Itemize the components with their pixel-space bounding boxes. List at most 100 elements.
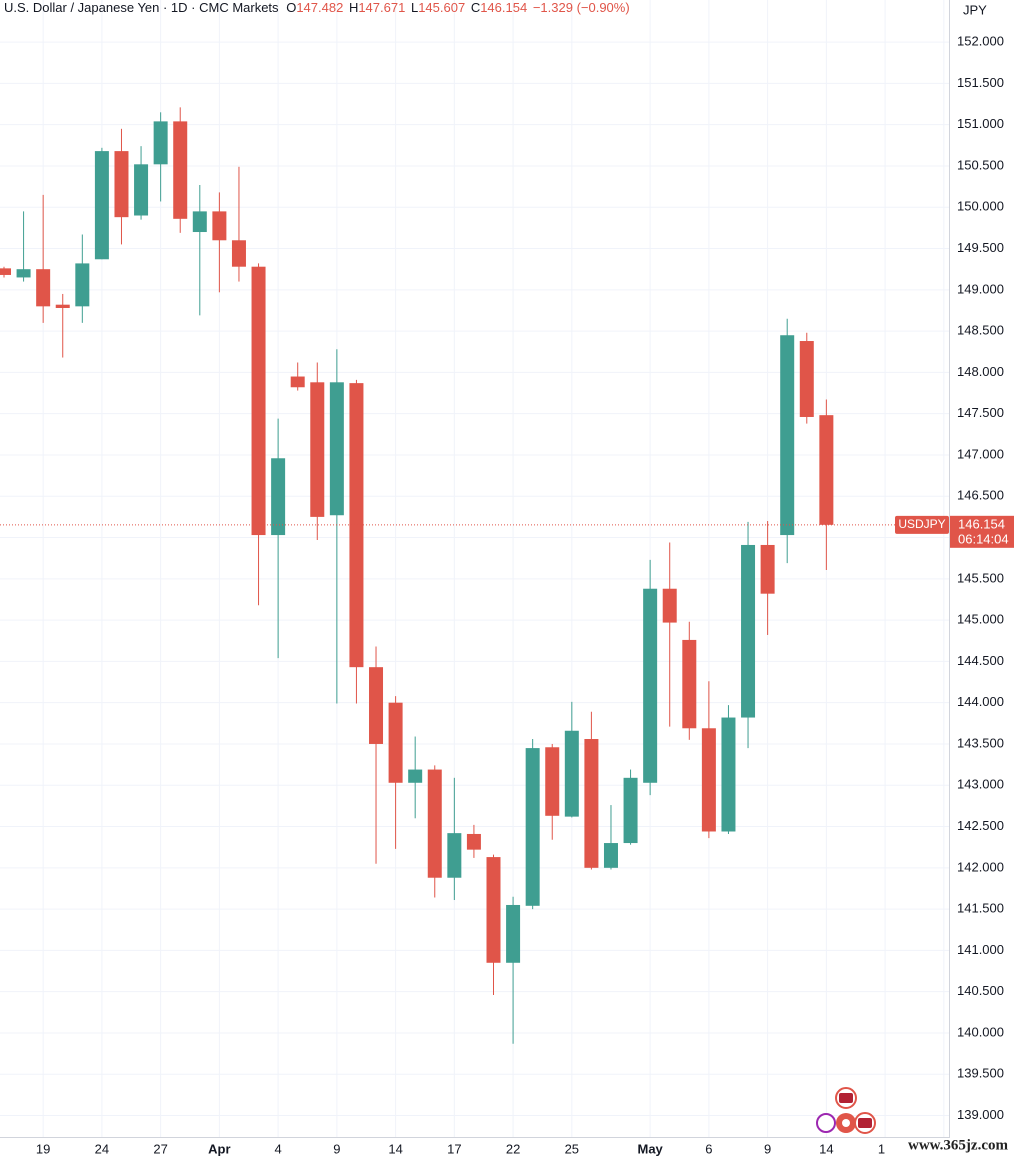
candle-body	[780, 335, 795, 536]
candle-body	[114, 151, 129, 218]
y-tick-label: 140.500	[957, 983, 1004, 998]
candle-body	[584, 739, 599, 868]
currency-box	[950, 0, 1014, 22]
y-tick-label: 139.500	[957, 1066, 1004, 1081]
axes: 139.000 139.500 140.000 140.500 141.000 141.5…	[36, 34, 1004, 1157]
y-tick-label: 150.500	[957, 157, 1004, 172]
candle-body	[819, 415, 834, 525]
candle-body	[623, 777, 638, 844]
x-tick-label: 9	[764, 1141, 771, 1156]
x-tick-label: 22	[506, 1141, 520, 1156]
candle-body	[408, 769, 423, 783]
candle-body	[349, 383, 364, 668]
symbol-label: USDJPY	[898, 517, 945, 531]
y-tick-label: 145.000	[957, 612, 1004, 627]
header-key: O	[286, 0, 296, 15]
y-tick-label: 139.000	[957, 1107, 1004, 1122]
watermark-bg	[885, 1138, 1014, 1160]
y-tick-label: 151.000	[957, 116, 1004, 131]
symbol-tag	[895, 515, 949, 534]
y-tick-label: 148.000	[957, 364, 1004, 379]
x-tick-label: 6	[705, 1141, 712, 1156]
y-tick-label: 143.500	[957, 735, 1004, 750]
event-icon	[816, 1113, 836, 1133]
header-key: H	[349, 0, 358, 15]
candle-body	[545, 747, 560, 816]
x-tick-label: 24	[95, 1141, 109, 1156]
x-tick-label: 27	[153, 1141, 167, 1156]
y-tick-label: 143.000	[957, 777, 1004, 792]
y-tick-label: 147.500	[957, 405, 1004, 420]
y-tick-label: 145.500	[957, 570, 1004, 585]
y-tick-label: 140.000	[957, 1024, 1004, 1039]
x-tick-label: 25	[565, 1141, 579, 1156]
currency: JPY	[963, 2, 987, 17]
candle-body	[251, 266, 266, 536]
candle-body	[36, 269, 51, 307]
candle-body	[173, 121, 188, 219]
x-tick-label: Apr	[208, 1141, 230, 1156]
watermark: www.365jz.com	[908, 1137, 1008, 1153]
x-tick-label: 9	[333, 1141, 340, 1156]
candle-body	[799, 341, 814, 417]
header-value: 147.482	[296, 0, 343, 15]
candle-body	[603, 843, 618, 868]
header-value: 146.154	[480, 0, 527, 15]
y-tick-label: 149.000	[957, 281, 1004, 296]
price-label: 146.154	[958, 516, 1005, 531]
candle-body	[760, 544, 775, 594]
candle-body	[75, 263, 90, 307]
flag	[839, 1093, 853, 1103]
candle-body	[662, 588, 677, 623]
price-tag	[950, 515, 1014, 548]
candles	[0, 107, 949, 1044]
candle-body	[310, 382, 325, 517]
flag	[858, 1118, 872, 1128]
candle-body	[682, 639, 697, 729]
candle-body	[525, 748, 540, 906]
candle-body	[486, 857, 501, 963]
y-tick-label: 144.500	[957, 653, 1004, 668]
candle-body	[0, 268, 11, 275]
candle-body	[369, 667, 384, 744]
candle-body	[388, 702, 403, 783]
event-icon	[842, 1119, 850, 1127]
x-tick-label: 4	[275, 1141, 282, 1156]
candle-body	[643, 588, 658, 783]
header-value: 145.607	[418, 0, 465, 15]
x-tick-label: 17	[447, 1141, 461, 1156]
candle-body	[564, 730, 579, 817]
y-tick-label: 147.000	[957, 446, 1004, 461]
candle-body	[506, 904, 521, 963]
y-tick-label: 141.500	[957, 901, 1004, 916]
x-tick-label: 14	[819, 1141, 833, 1156]
candle-body	[16, 269, 31, 278]
y-tick-label: 142.000	[957, 859, 1004, 874]
x-tick-label: 19	[36, 1141, 50, 1156]
grid	[0, 0, 949, 1137]
y-tick-label: 149.500	[957, 240, 1004, 255]
header-change: −1.329 (−0.90%)	[533, 0, 630, 15]
y-tick-label: 146.500	[957, 488, 1004, 503]
candle-body	[427, 769, 442, 878]
candle-body	[271, 458, 286, 536]
candle-body	[701, 728, 716, 832]
candle-body	[741, 544, 756, 718]
y-tick-label: 148.500	[957, 323, 1004, 338]
y-tick-label: 150.000	[957, 199, 1004, 214]
candle-body	[329, 382, 344, 516]
x-tick-label: May	[637, 1141, 663, 1156]
candle-body	[466, 833, 481, 850]
candle-body	[290, 376, 305, 388]
y-tick-label: 151.500	[957, 75, 1004, 90]
candle-body	[212, 211, 227, 241]
header-title: U.S. Dollar / Japanese Yen · 1D · CMC Ma…	[4, 0, 279, 15]
y-tick-label: 144.000	[957, 694, 1004, 709]
candle-body	[231, 240, 246, 267]
candle-body	[153, 121, 168, 165]
header: U.S. Dollar / Japanese Yen · 1D · CMC Ma…	[4, 0, 630, 15]
candle-body	[134, 164, 149, 216]
candle-body	[55, 304, 70, 308]
y-tick-label: 141.000	[957, 942, 1004, 957]
